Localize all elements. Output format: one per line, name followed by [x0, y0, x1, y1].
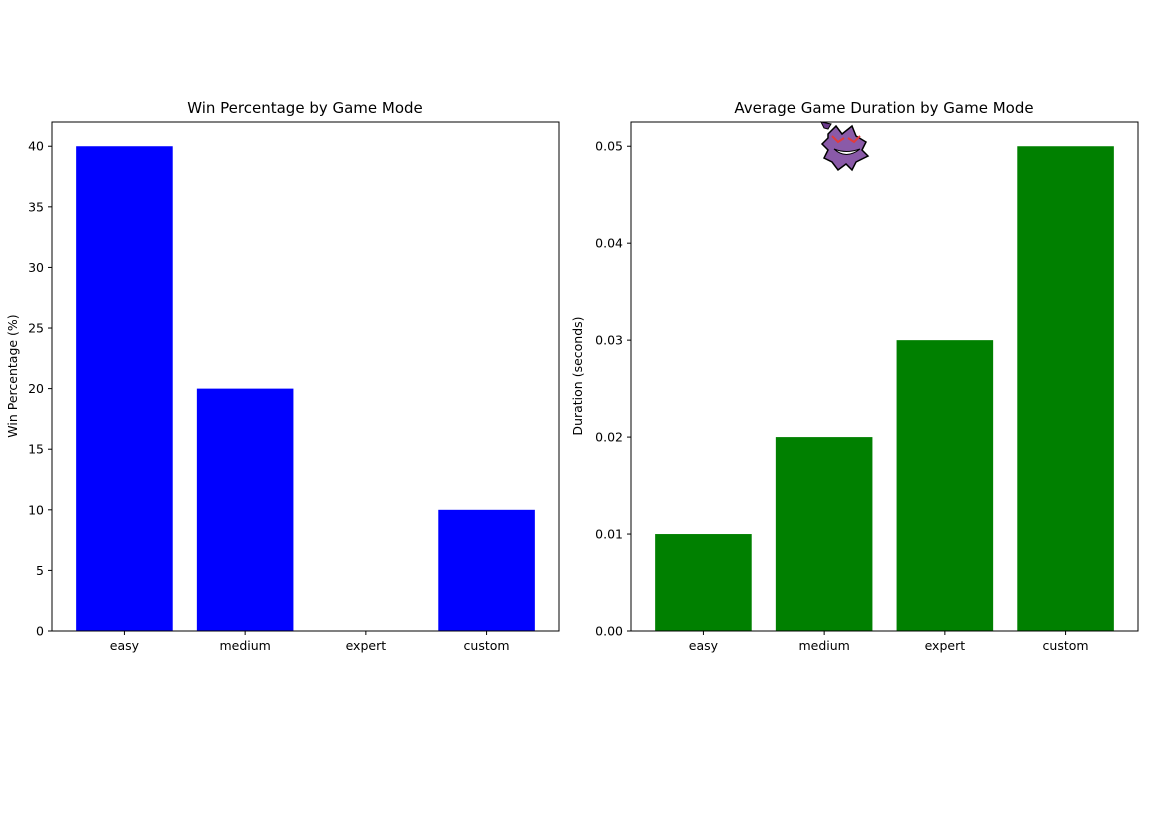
y-axis-label: Duration (seconds) — [570, 316, 585, 435]
bars — [76, 146, 535, 631]
y-tick-label: 0.02 — [595, 430, 623, 445]
y-tick-label: 25 — [28, 321, 44, 336]
bar-medium — [775, 437, 873, 631]
chart-title: Average Game Duration by Game Mode — [734, 99, 1033, 117]
bar-easy — [655, 534, 752, 631]
ghost-sprite-icon — [820, 121, 870, 172]
x-ticks: easy medium expert custom — [689, 631, 1089, 653]
bar-easy — [76, 146, 173, 631]
y-tick-label: 0 — [36, 624, 44, 639]
x-ticks: easy medium expert custom — [110, 631, 510, 653]
y-tick-label: 35 — [28, 199, 44, 214]
x-tick-label: easy — [110, 638, 140, 653]
y-tick-label: 15 — [28, 442, 44, 457]
duration-chart: Average Game Duration by Game Mode Durat… — [570, 99, 1139, 653]
bar-medium — [196, 388, 294, 631]
y-tick-label: 30 — [28, 260, 44, 275]
y-tick-label: 0.00 — [595, 624, 623, 639]
y-tick-label: 10 — [28, 502, 44, 517]
y-tick-label: 40 — [28, 139, 44, 154]
bars — [655, 146, 1114, 631]
plot-frame — [630, 121, 1139, 632]
x-tick-label: medium — [798, 638, 849, 653]
x-tick-label: expert — [925, 638, 966, 653]
bar-expert — [896, 340, 994, 631]
x-tick-label: custom — [464, 638, 510, 653]
win-percentage-chart: Win Percentage by Game Mode Win Percenta… — [5, 99, 560, 653]
y-ticks: 0.00 0.01 0.02 0.03 0.04 0.05 — [595, 139, 631, 639]
y-tick-label: 0.03 — [595, 333, 623, 348]
chart-title: Win Percentage by Game Mode — [187, 99, 423, 117]
y-tick-label: 5 — [36, 563, 44, 578]
x-tick-label: easy — [689, 638, 719, 653]
x-tick-label: medium — [219, 638, 270, 653]
x-tick-label: custom — [1043, 638, 1089, 653]
y-axis-label: Win Percentage (%) — [5, 314, 20, 437]
y-tick-label: 0.05 — [595, 139, 623, 154]
plot-frame — [51, 121, 560, 632]
y-tick-label: 0.04 — [595, 236, 623, 251]
bar-custom — [438, 509, 535, 631]
y-tick-label: 0.01 — [595, 527, 623, 542]
y-ticks: 0 5 10 15 20 25 30 35 40 — [28, 139, 52, 639]
y-tick-label: 20 — [28, 381, 44, 396]
x-tick-label: expert — [346, 638, 387, 653]
bar-custom — [1017, 146, 1114, 631]
